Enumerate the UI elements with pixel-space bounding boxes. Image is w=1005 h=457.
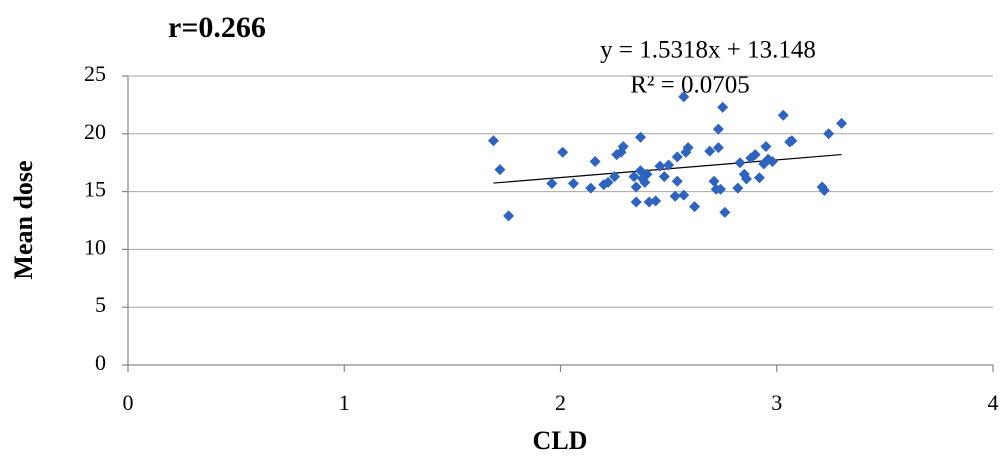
scatter-point bbox=[715, 183, 727, 195]
scatter-point bbox=[654, 160, 666, 172]
scatter-point bbox=[494, 164, 506, 176]
scatter-point bbox=[740, 173, 752, 185]
scatter-point bbox=[658, 171, 670, 183]
scatter-point bbox=[487, 135, 499, 147]
scatter-point bbox=[719, 206, 731, 218]
scatter-point bbox=[617, 141, 629, 153]
scatter-point bbox=[678, 189, 690, 201]
scatter-point bbox=[639, 176, 651, 188]
y-tick-label: 15 bbox=[84, 177, 106, 202]
scatter-point bbox=[682, 142, 694, 154]
scatter-point bbox=[734, 157, 746, 169]
scatter-point bbox=[602, 176, 614, 188]
y-tick-label: 25 bbox=[84, 61, 106, 86]
scatter-point bbox=[732, 182, 744, 194]
scatter-point bbox=[609, 171, 621, 183]
scatter-point bbox=[717, 101, 729, 113]
scatter-point bbox=[630, 196, 642, 208]
scatter-point bbox=[557, 146, 569, 158]
scatter-point bbox=[641, 168, 653, 180]
y-tick-label: 5 bbox=[95, 292, 106, 317]
scatter-point bbox=[749, 149, 761, 161]
scatter-point bbox=[546, 178, 558, 190]
y-axis-label: Mean dose bbox=[9, 160, 38, 279]
scatter-point bbox=[786, 135, 798, 147]
scatter-point bbox=[567, 178, 579, 190]
scatter-point bbox=[503, 210, 515, 222]
scatter-point bbox=[766, 156, 778, 168]
x-tick-label: 0 bbox=[123, 390, 134, 415]
scatter-point bbox=[823, 128, 835, 140]
scatter-point bbox=[630, 181, 642, 193]
x-tick-label: 2 bbox=[555, 390, 566, 415]
scatter-point bbox=[671, 151, 683, 163]
scatter-point bbox=[708, 175, 720, 187]
scatter-point bbox=[712, 123, 724, 135]
y-tick-label: 10 bbox=[84, 234, 106, 259]
x-axis-label: CLD bbox=[533, 426, 588, 455]
scatter-point bbox=[663, 159, 675, 171]
scatter-point bbox=[671, 175, 683, 187]
scatter-point bbox=[635, 131, 647, 143]
scatter-point bbox=[589, 156, 601, 168]
scatter-point bbox=[585, 182, 597, 194]
x-tick-label: 1 bbox=[339, 390, 350, 415]
scatter-point bbox=[650, 195, 662, 207]
scatter-point bbox=[628, 171, 640, 183]
scatter-point bbox=[689, 201, 701, 213]
trendline-equation: y = 1.5318x + 13.148 bbox=[600, 37, 816, 64]
scatter-point bbox=[712, 142, 724, 154]
scatter-point bbox=[704, 145, 716, 157]
y-tick-label: 0 bbox=[95, 350, 106, 375]
scatter-point bbox=[753, 172, 765, 184]
chart-title: r=0.266 bbox=[168, 11, 266, 44]
scatter-point bbox=[777, 109, 789, 121]
scatter-point bbox=[760, 141, 772, 153]
x-tick-label: 4 bbox=[988, 390, 999, 415]
x-tick-label: 3 bbox=[771, 390, 782, 415]
scatter-point bbox=[818, 184, 830, 196]
y-tick-label: 20 bbox=[84, 119, 106, 144]
scatter-point bbox=[836, 117, 848, 129]
scatter-point bbox=[669, 190, 681, 202]
scatter-point bbox=[678, 91, 690, 103]
